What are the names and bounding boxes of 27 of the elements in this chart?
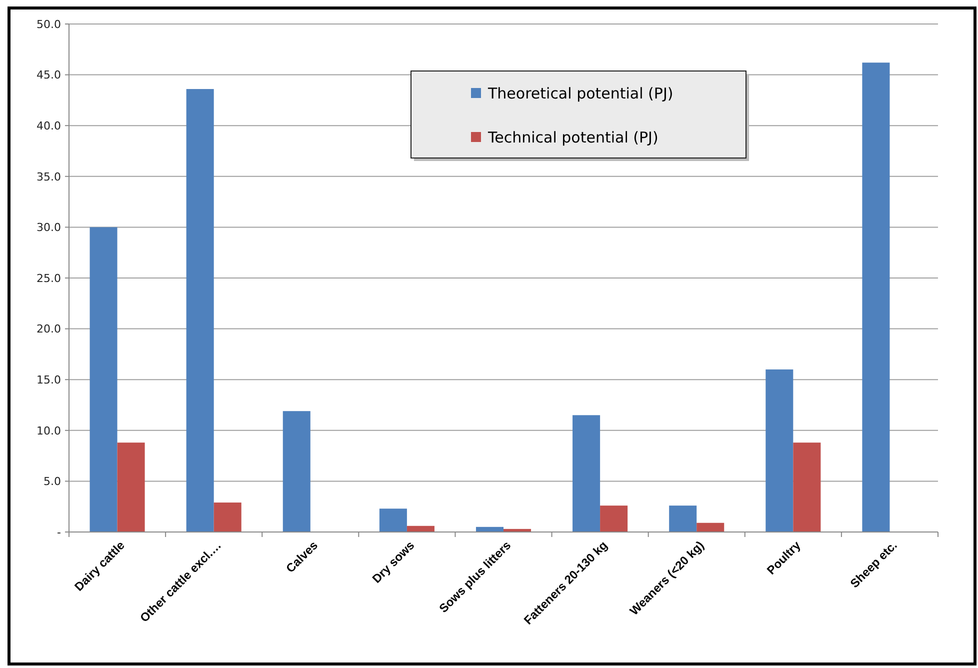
y-tick-label: 10.0 [36,424,61,438]
bar [379,508,407,532]
bar [214,502,242,532]
bar [282,411,310,532]
bar [90,227,118,532]
y-tick-label: 30.0 [36,221,61,234]
y-tick-label: 20.0 [36,322,61,336]
bar [669,506,697,532]
bar [862,62,890,532]
y-tick-label: 40.0 [36,119,61,132]
bar [186,89,214,532]
bar [600,506,628,532]
y-tick-label: 35.0 [36,170,61,184]
bar [766,369,794,532]
bar [572,415,600,532]
bar [793,442,821,532]
y-tick-label: 15.0 [36,373,61,386]
y-tick-label: 5.0 [44,475,61,488]
y-tick-label: - [57,526,62,539]
legend-label: Technical potential (PJ) [487,128,658,146]
bar [696,522,724,532]
bar [406,526,434,532]
y-tick-label: 25.0 [36,272,61,285]
legend-label: Theoretical potential (PJ) [487,84,674,102]
y-tick-label: 45.0 [36,68,61,82]
bar [117,442,145,532]
y-tick-label: 50.0 [36,18,61,31]
